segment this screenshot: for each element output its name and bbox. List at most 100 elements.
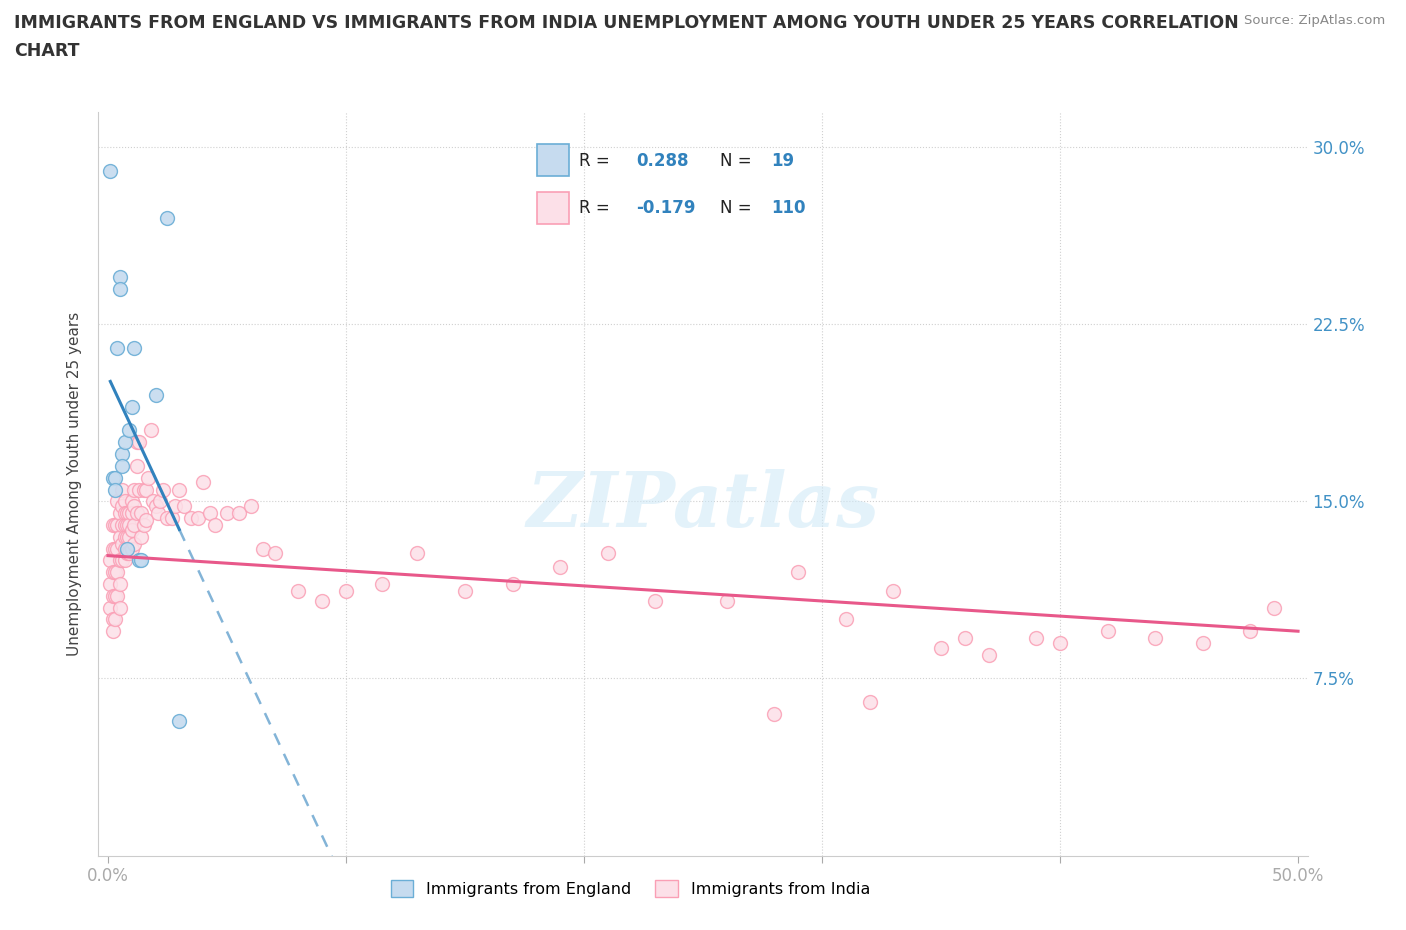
Point [107, 589, 129, 604]
Point [929, 641, 952, 656]
Point [138, 471, 160, 485]
Point [149, 494, 172, 509]
Point [187, 511, 209, 525]
Point [977, 647, 1000, 662]
Point [101, 565, 124, 579]
Point [107, 517, 129, 532]
Point [122, 498, 145, 513]
Point [115, 541, 138, 556]
Point [152, 482, 174, 497]
Point [104, 517, 127, 532]
Point [1049, 635, 1071, 650]
Point [180, 511, 202, 525]
Point [104, 612, 127, 627]
Point [111, 517, 134, 532]
Point [252, 541, 274, 556]
Point [200, 506, 222, 521]
Point [118, 506, 141, 521]
Point [548, 560, 571, 575]
Point [160, 511, 183, 525]
Point [111, 537, 134, 551]
Point [1144, 631, 1167, 645]
Point [108, 529, 131, 544]
Point [111, 446, 134, 461]
Point [98, 600, 121, 615]
Point [121, 506, 143, 521]
Y-axis label: Unemployment Among Youth under 25 years: Unemployment Among Youth under 25 years [67, 312, 83, 656]
Point [101, 541, 124, 556]
Point [1239, 624, 1261, 639]
Point [135, 482, 157, 497]
Point [107, 340, 129, 355]
Point [129, 529, 152, 544]
Point [118, 529, 141, 544]
Point [145, 388, 167, 403]
Point [114, 541, 136, 556]
Point [125, 435, 148, 450]
Point [122, 517, 145, 532]
Point [98, 577, 121, 591]
Point [1192, 635, 1215, 650]
Point [108, 577, 131, 591]
Point [111, 553, 134, 568]
Point [108, 270, 131, 285]
Point [107, 565, 129, 579]
Point [108, 553, 131, 568]
Point [121, 541, 143, 556]
Point [135, 512, 157, 527]
Point [156, 210, 179, 225]
Point [114, 553, 136, 568]
Point [115, 529, 138, 544]
Point [335, 584, 357, 599]
Point [122, 482, 145, 497]
Point [191, 475, 214, 490]
Point [156, 511, 179, 525]
Point [121, 523, 143, 538]
Point [114, 529, 136, 544]
Point [239, 498, 262, 513]
Point [953, 631, 976, 645]
Point [1263, 600, 1285, 615]
Text: CHART: CHART [14, 42, 80, 60]
Point [787, 565, 810, 579]
Point [98, 553, 121, 568]
Point [104, 541, 127, 556]
Text: IMMIGRANTS FROM ENGLAND VS IMMIGRANTS FROM INDIA UNEMPLOYMENT AMONG YOUTH UNDER : IMMIGRANTS FROM ENGLAND VS IMMIGRANTS FR… [14, 14, 1239, 32]
Point [115, 506, 138, 521]
Point [104, 589, 127, 604]
Point [132, 517, 155, 532]
Point [108, 506, 131, 521]
Point [1097, 624, 1119, 639]
Point [111, 498, 134, 513]
Point [263, 546, 285, 561]
Point [118, 423, 141, 438]
Point [111, 482, 134, 497]
Point [644, 593, 666, 608]
Point [128, 482, 150, 497]
Point [311, 593, 333, 608]
Point [142, 494, 165, 509]
Point [139, 423, 162, 438]
Point [228, 506, 250, 521]
Point [370, 577, 392, 591]
Point [125, 506, 148, 521]
Point [169, 482, 191, 497]
Point [111, 458, 134, 473]
Text: ZIPatlas: ZIPatlas [526, 469, 880, 543]
Point [122, 340, 145, 355]
Point [101, 471, 124, 485]
Point [128, 553, 150, 568]
Legend: Immigrants from England, Immigrants from India: Immigrants from England, Immigrants from… [385, 874, 876, 903]
Point [882, 584, 904, 599]
Point [763, 707, 786, 722]
Point [173, 498, 195, 513]
Point [101, 612, 124, 627]
Point [114, 506, 136, 521]
Point [129, 553, 152, 568]
Point [101, 624, 124, 639]
Point [125, 458, 148, 473]
Point [204, 517, 226, 532]
Point [121, 399, 143, 414]
Point [132, 482, 155, 497]
Point [835, 612, 858, 627]
